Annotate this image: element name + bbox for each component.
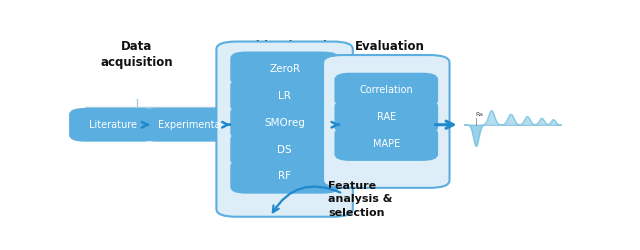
- FancyBboxPatch shape: [335, 128, 437, 160]
- Text: LR: LR: [278, 91, 291, 101]
- Text: Feature
analysis &
selection: Feature analysis & selection: [328, 181, 392, 218]
- Text: SMOreg: SMOreg: [264, 118, 305, 128]
- Text: RF: RF: [278, 172, 291, 181]
- Text: Correlation: Correlation: [360, 85, 413, 95]
- FancyBboxPatch shape: [335, 101, 437, 133]
- FancyBboxPatch shape: [231, 52, 338, 85]
- Text: RAE: RAE: [377, 112, 396, 122]
- FancyBboxPatch shape: [231, 106, 338, 139]
- FancyBboxPatch shape: [216, 42, 353, 217]
- FancyBboxPatch shape: [231, 80, 338, 112]
- Text: Evaluation
module: Evaluation module: [355, 40, 425, 68]
- FancyBboxPatch shape: [231, 133, 338, 166]
- FancyBboxPatch shape: [231, 160, 338, 193]
- Text: ZeroR: ZeroR: [269, 64, 300, 74]
- FancyBboxPatch shape: [70, 109, 157, 141]
- Text: DS: DS: [277, 144, 292, 154]
- Text: MAPE: MAPE: [372, 139, 400, 149]
- Text: Literature: Literature: [90, 120, 138, 130]
- FancyBboxPatch shape: [323, 55, 449, 188]
- Text: Data
acquisition: Data acquisition: [100, 40, 173, 68]
- Text: Machine learning
modelling: Machine learning modelling: [228, 40, 343, 68]
- Text: Ra: Ra: [475, 112, 483, 117]
- Text: Experimental: Experimental: [157, 120, 223, 130]
- FancyBboxPatch shape: [335, 74, 437, 106]
- FancyBboxPatch shape: [142, 109, 239, 141]
